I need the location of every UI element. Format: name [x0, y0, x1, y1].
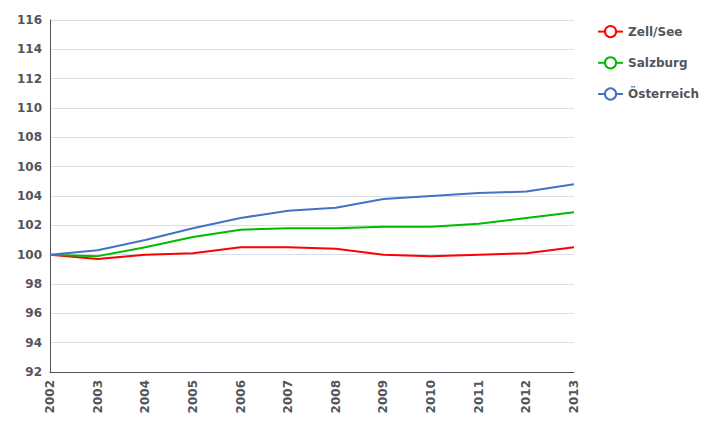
svg-text:2006: 2006	[234, 380, 248, 413]
svg-text:2008: 2008	[329, 380, 343, 413]
svg-text:102: 102	[17, 218, 42, 232]
svg-text:2010: 2010	[424, 380, 438, 413]
svg-text:94: 94	[25, 336, 42, 350]
svg-text:106: 106	[17, 160, 42, 174]
svg-text:Zell/See: Zell/See	[628, 25, 682, 39]
svg-text:2007: 2007	[281, 380, 295, 413]
svg-text:110: 110	[17, 101, 42, 115]
svg-text:2012: 2012	[519, 380, 533, 413]
svg-text:116: 116	[17, 13, 42, 27]
svg-text:98: 98	[25, 277, 42, 291]
svg-text:100: 100	[17, 248, 42, 262]
svg-text:2003: 2003	[91, 380, 105, 413]
svg-text:108: 108	[17, 130, 42, 144]
svg-text:112: 112	[17, 72, 42, 86]
svg-text:104: 104	[17, 189, 42, 203]
svg-text:2013: 2013	[567, 380, 581, 413]
svg-text:2004: 2004	[138, 380, 152, 413]
svg-text:92: 92	[25, 365, 42, 379]
svg-text:114: 114	[17, 42, 42, 56]
svg-text:2009: 2009	[376, 380, 390, 413]
svg-text:2005: 2005	[186, 380, 200, 413]
svg-text:Salzburg: Salzburg	[628, 56, 687, 70]
svg-text:96: 96	[25, 306, 42, 320]
svg-text:2002: 2002	[43, 380, 57, 413]
svg-text:2011: 2011	[472, 380, 486, 413]
svg-text:Österreich: Österreich	[628, 86, 699, 101]
